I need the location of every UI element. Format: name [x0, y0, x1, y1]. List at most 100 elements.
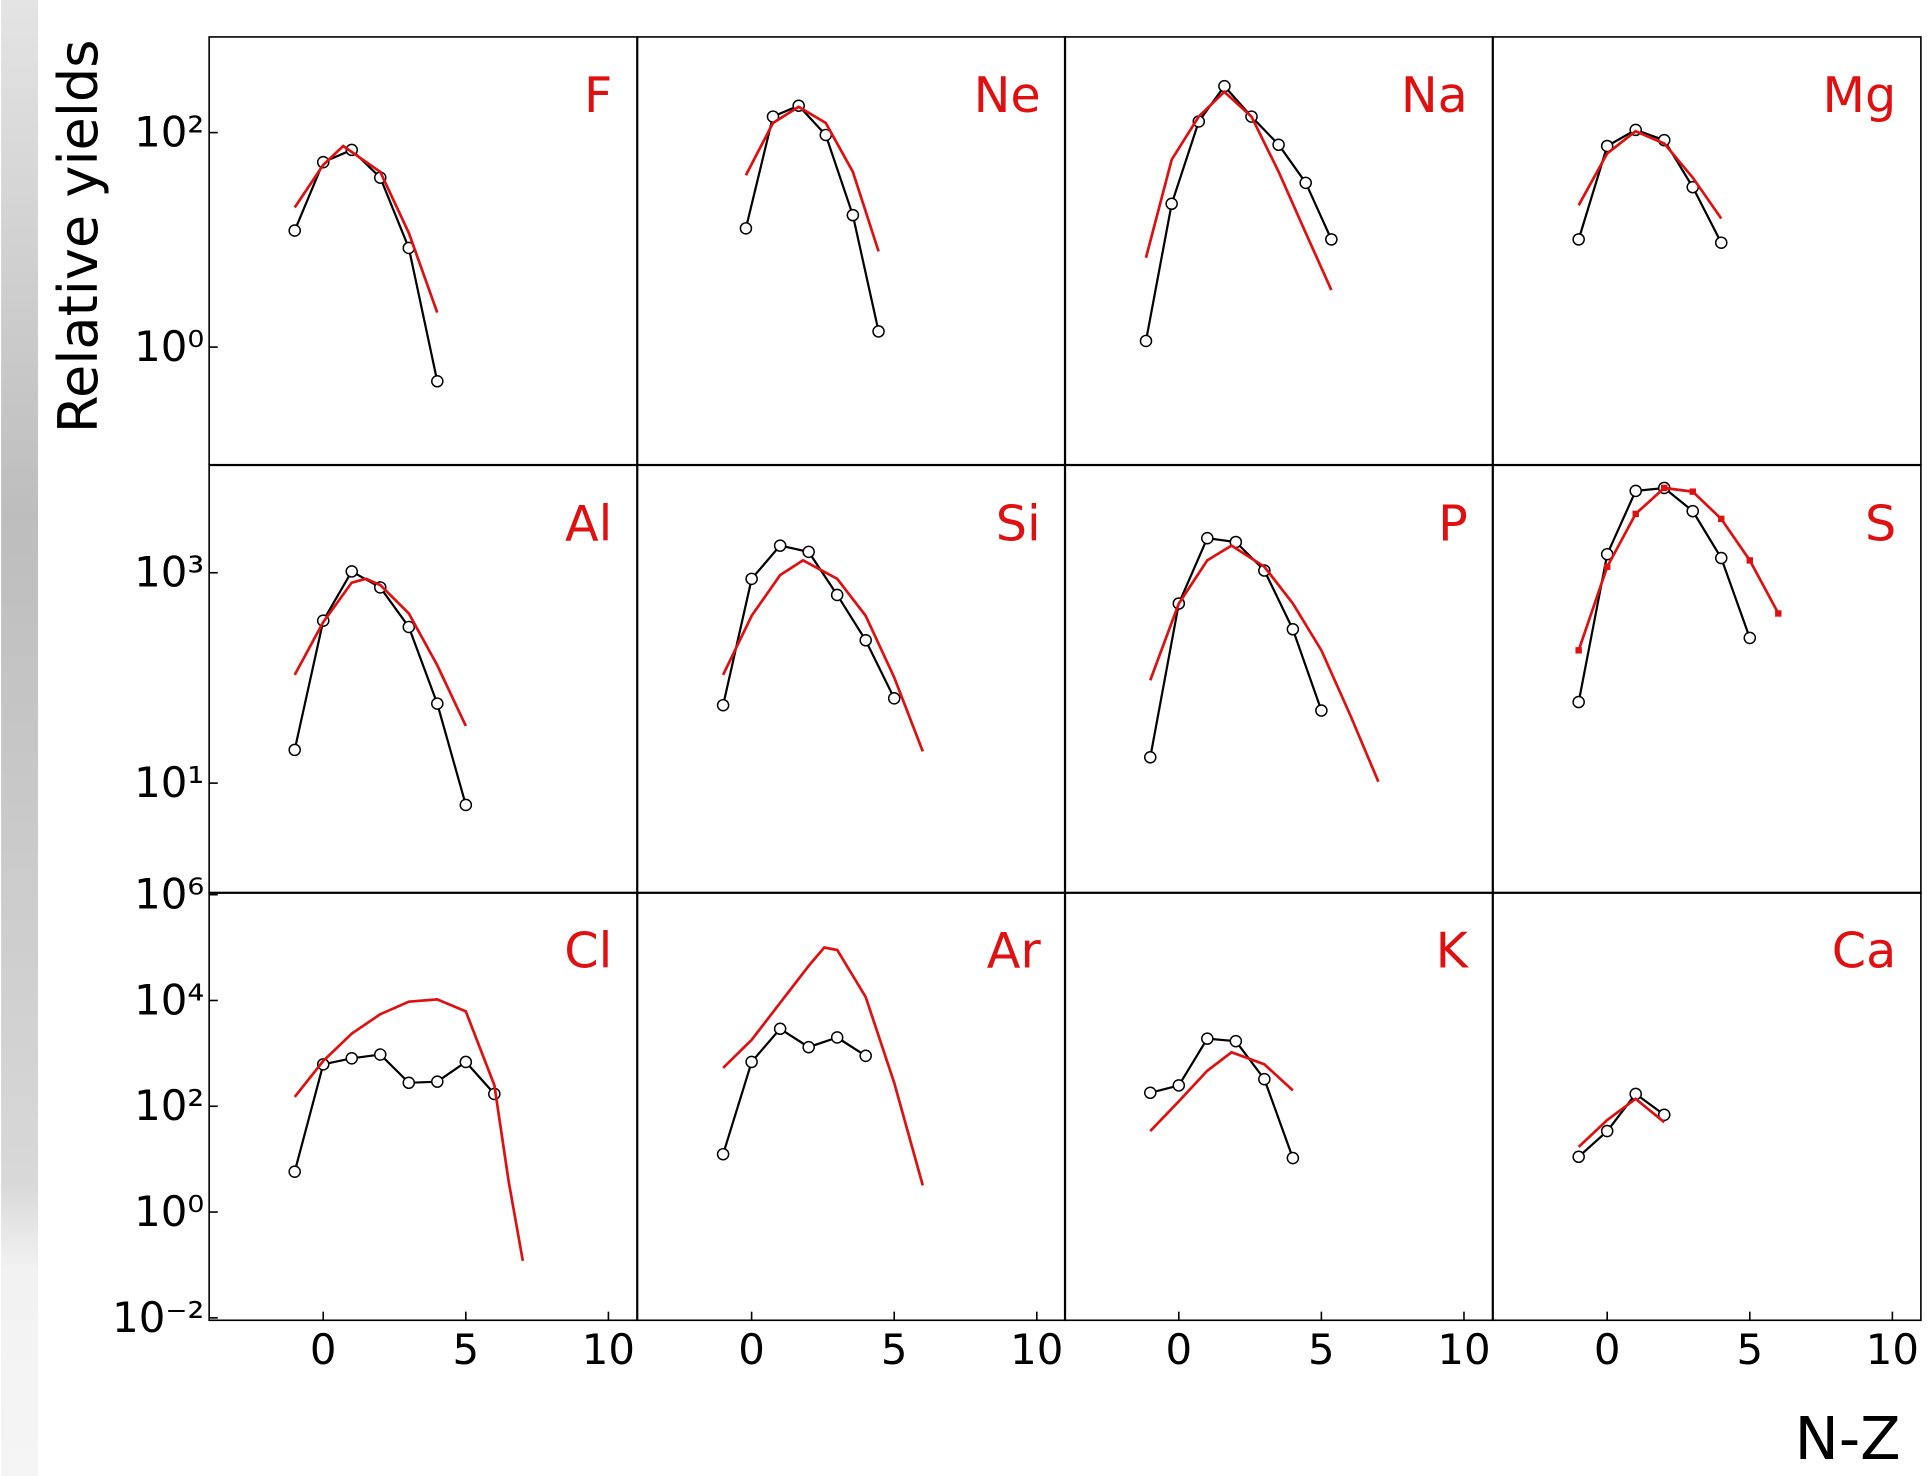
point: [431, 697, 444, 710]
background-strip: [1, 0, 39, 1476]
panel-title: Si: [996, 494, 1041, 552]
y-tick-label: 10⁴: [134, 975, 204, 1024]
line: [1577, 1097, 1666, 1148]
point: [402, 620, 416, 634]
panel: Ne: [636, 36, 1067, 466]
point: [1629, 484, 1642, 498]
panel-frame: [1063, 464, 1494, 894]
line: [293, 148, 439, 382]
x-tick-label: 0: [1594, 1325, 1621, 1374]
point: [1572, 1150, 1585, 1164]
point: [802, 545, 815, 559]
point: [1600, 1124, 1614, 1138]
point: [1143, 751, 1157, 764]
point: [1743, 631, 1757, 645]
point: [1172, 1079, 1186, 1092]
line: [1577, 1092, 1665, 1158]
point: [802, 1040, 815, 1054]
panel-frame: [208, 36, 638, 466]
y-tick-label: 10³: [134, 548, 204, 597]
line: [1144, 84, 1333, 342]
point: [431, 374, 444, 388]
x-axis-label: N-Z: [1795, 1404, 1901, 1473]
point: [1714, 236, 1728, 249]
x-tick-label: 5: [1308, 1325, 1335, 1374]
point: [1229, 1034, 1243, 1048]
line: [293, 569, 467, 806]
point: [1572, 233, 1585, 246]
x-tick-label: 0: [738, 1325, 765, 1374]
point: [345, 565, 359, 578]
line: [1577, 129, 1723, 220]
line: [1144, 89, 1333, 291]
line: [293, 997, 525, 1262]
line: [293, 1053, 496, 1172]
point: [459, 798, 473, 812]
panel: 0 5 10 K: [1063, 891, 1494, 1374]
y-tick-label: 10⁶: [134, 870, 204, 919]
x-tick-label: 5: [881, 1325, 908, 1374]
panel: Mg: [1492, 36, 1922, 466]
line: [1577, 486, 1780, 651]
point: [316, 155, 330, 169]
point: [846, 208, 860, 222]
point: [1714, 551, 1728, 565]
point: [1600, 139, 1614, 153]
point: [1258, 564, 1271, 577]
point: [1325, 233, 1338, 246]
panel-title: Na: [1401, 66, 1468, 124]
point: [459, 1055, 473, 1069]
point: [402, 1076, 416, 1090]
panel-title: Ar: [987, 922, 1042, 980]
x-tick-label: 10: [1866, 1325, 1919, 1374]
point: [1143, 1086, 1157, 1100]
panel-frame: [1063, 891, 1494, 1322]
point: [1718, 515, 1725, 523]
point: [431, 1075, 444, 1088]
point: [288, 743, 301, 757]
point: [1286, 1151, 1300, 1165]
point: [1165, 197, 1178, 211]
x-tick-label: 10: [1437, 1325, 1490, 1374]
point: [1746, 557, 1753, 564]
line: [722, 544, 896, 706]
line: [1149, 1050, 1294, 1133]
point: [288, 1165, 301, 1178]
point: [716, 1147, 730, 1161]
panel: 0 5 10 Ca: [1492, 891, 1922, 1374]
point: [1689, 488, 1696, 495]
point: [1632, 510, 1639, 518]
line: [744, 105, 880, 252]
y-axis-label: Relative yields: [47, 40, 110, 434]
panel-frame: [1492, 464, 1922, 894]
panel-title: Mg: [1823, 66, 1897, 124]
point: [1201, 531, 1214, 545]
point: [887, 692, 901, 705]
y-tick-label: 10⁻²: [112, 1293, 204, 1342]
panel: Na: [1063, 36, 1494, 466]
line: [1149, 536, 1323, 758]
panel-title: S: [1865, 494, 1896, 552]
point: [288, 224, 301, 237]
panel: S: [1492, 464, 1922, 894]
point: [1272, 138, 1285, 152]
point: [859, 633, 872, 647]
panel-title: F: [584, 66, 612, 124]
x-tick-label: 10: [582, 1325, 635, 1374]
line: [1149, 543, 1380, 783]
line: [293, 144, 439, 314]
point: [745, 572, 758, 586]
point: [1575, 647, 1582, 654]
line: [722, 946, 925, 1186]
point: [1286, 623, 1300, 636]
x-tick-label: 0: [1165, 1325, 1192, 1374]
point: [373, 1048, 387, 1061]
panel-title: Ne: [974, 66, 1041, 124]
y-tick-label: 10⁰: [134, 322, 204, 371]
point: [1315, 704, 1328, 717]
panel-title: Ca: [1832, 922, 1897, 980]
line: [1149, 1037, 1294, 1159]
point: [1661, 484, 1668, 492]
panel: 10⁰ 10² F: [134, 36, 638, 466]
point: [1139, 334, 1153, 348]
